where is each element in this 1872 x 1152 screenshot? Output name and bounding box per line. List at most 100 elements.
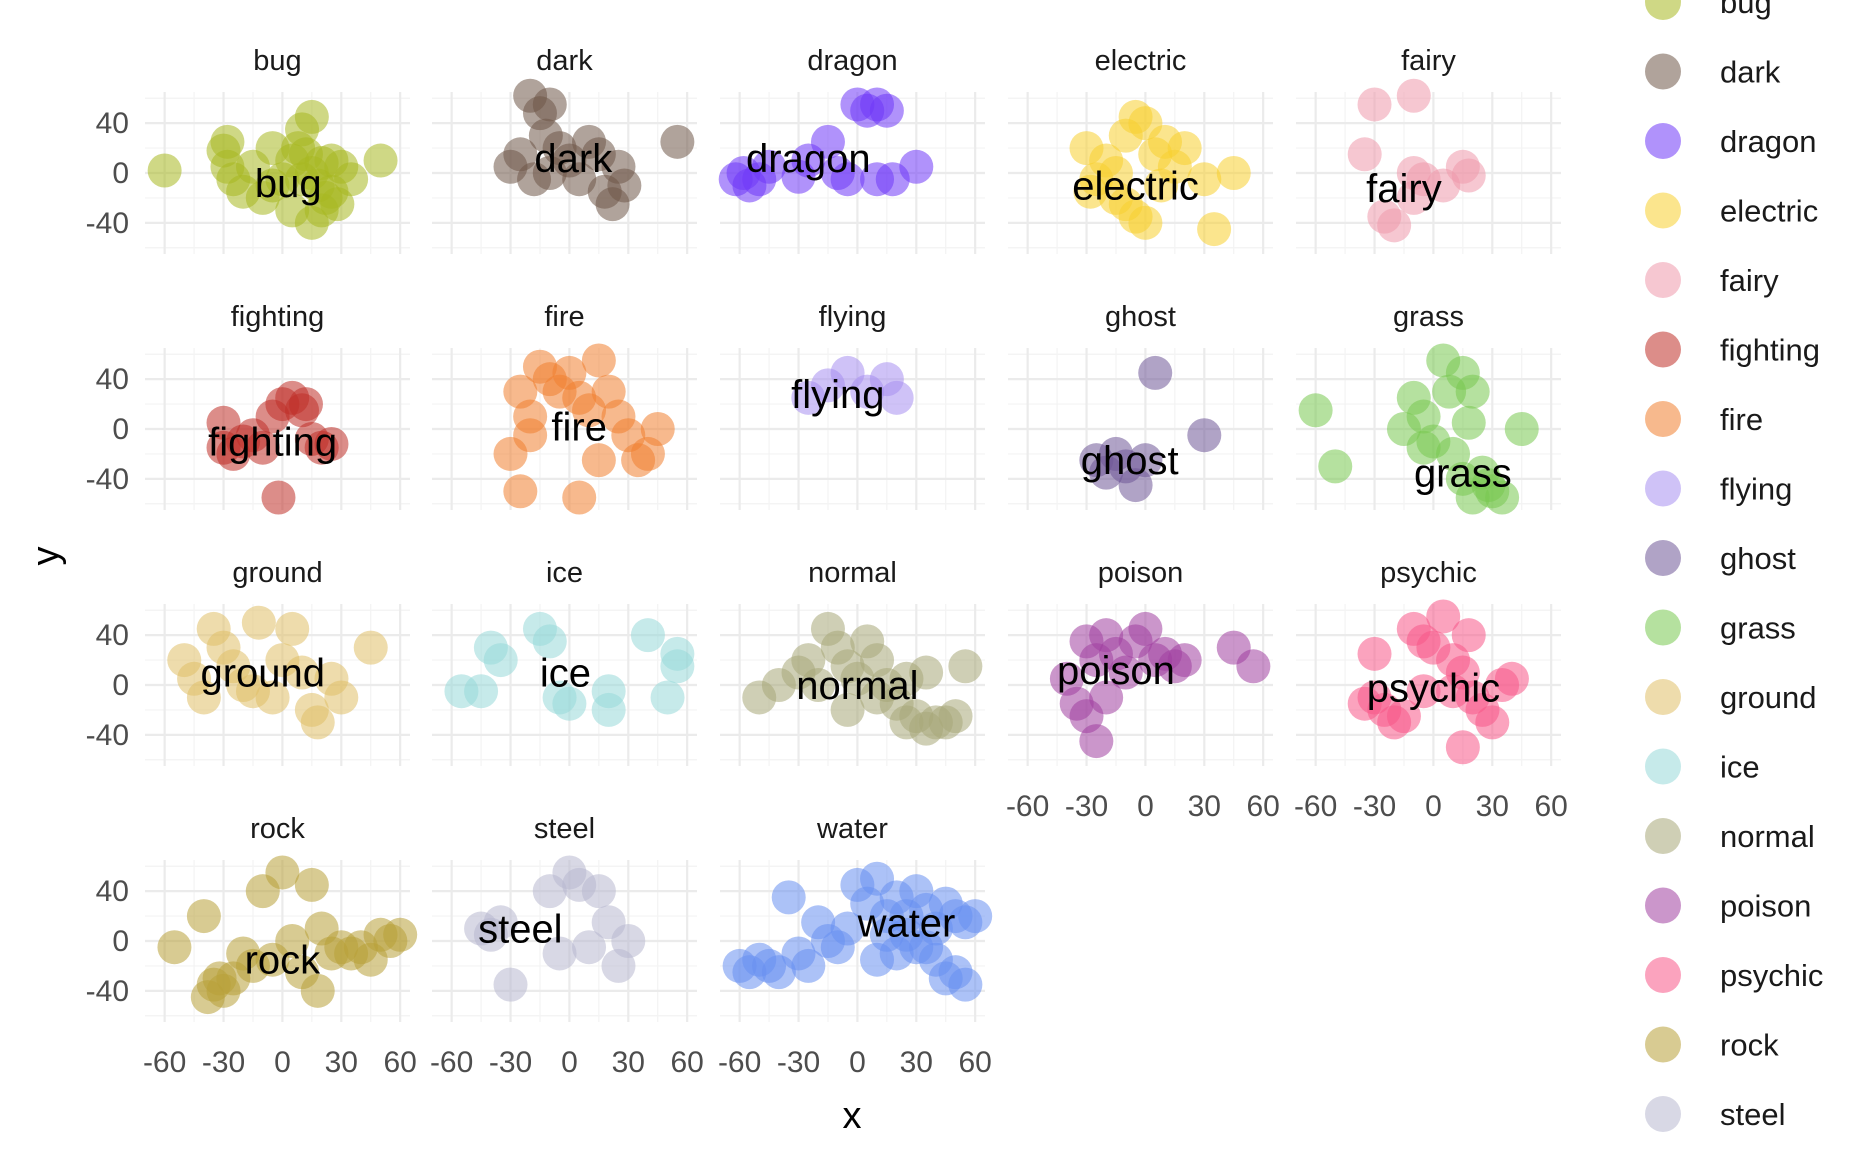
panel-rock: rock -40 0 40 rock bbox=[86, 813, 418, 1022]
group-label: bug bbox=[255, 162, 322, 206]
data-point bbox=[1456, 375, 1490, 409]
panel-fighting: fighting -40 0 40 fighting bbox=[86, 301, 410, 515]
panel-fire: fire fire bbox=[432, 301, 697, 515]
y-tick-label: 40 bbox=[96, 619, 129, 652]
legend-label: rock bbox=[1720, 1028, 1779, 1063]
legend-label: ground bbox=[1720, 680, 1817, 715]
legend-item-psychic: psychic bbox=[1645, 957, 1823, 993]
legend-label: dark bbox=[1720, 55, 1781, 90]
group-label: steel bbox=[478, 908, 563, 952]
legend-item-steel: steel bbox=[1645, 1096, 1785, 1132]
x-tick-label: 30 bbox=[1188, 790, 1221, 823]
x-tick-label: 60 bbox=[1246, 790, 1279, 823]
group-label: fairy bbox=[1366, 167, 1442, 211]
panel-ground: ground-40040ground bbox=[86, 557, 410, 766]
legend-key bbox=[1645, 262, 1681, 298]
legend-item-ground: ground bbox=[1645, 679, 1817, 715]
panel-title: fighting bbox=[231, 301, 325, 333]
data-point bbox=[1452, 406, 1486, 440]
x-tick-label: 0 bbox=[274, 1046, 291, 1079]
legend-key bbox=[1645, 957, 1681, 993]
y-tick-label: -40 bbox=[86, 207, 129, 240]
legend: bugdarkdragonelectricfairyfightingfirefl… bbox=[1645, 0, 1823, 1132]
x-tick-label: 60 bbox=[1534, 790, 1567, 823]
group-label: ice bbox=[540, 652, 591, 696]
panel-dark: darkdark bbox=[432, 45, 697, 254]
data-point bbox=[1318, 449, 1352, 483]
panel-water: water water bbox=[720, 813, 992, 1022]
group-label: water bbox=[857, 901, 956, 945]
panel-steel: steel steel bbox=[432, 813, 697, 1022]
legend-item-dark: dark bbox=[1645, 54, 1781, 90]
x-tick-label: -60 bbox=[143, 1046, 186, 1079]
data-point bbox=[464, 674, 498, 708]
data-point bbox=[1197, 212, 1231, 246]
panel-title: steel bbox=[534, 813, 595, 845]
x-tick-label: 60 bbox=[958, 1046, 991, 1079]
panel-title: water bbox=[816, 813, 888, 845]
panel-title: electric bbox=[1095, 45, 1187, 77]
data-point bbox=[958, 899, 992, 933]
panel-title: flying bbox=[819, 301, 887, 333]
data-point bbox=[660, 125, 694, 159]
legend-item-rock: rock bbox=[1645, 1027, 1779, 1063]
panel-flying: flying flying bbox=[720, 301, 985, 510]
legend-label: ice bbox=[1720, 750, 1760, 785]
group-label: ghost bbox=[1081, 439, 1179, 483]
data-point bbox=[1217, 156, 1251, 190]
y-tick-label: 0 bbox=[112, 669, 129, 702]
data-point bbox=[772, 880, 806, 914]
panel-title: ice bbox=[546, 557, 583, 589]
data-point bbox=[1358, 87, 1392, 121]
data-point bbox=[1505, 412, 1539, 446]
data-point bbox=[503, 474, 537, 508]
legend-item-grass: grass bbox=[1645, 610, 1796, 646]
data-point bbox=[592, 693, 626, 727]
data-point bbox=[582, 343, 616, 377]
group-label: electric bbox=[1072, 164, 1199, 208]
legend-key bbox=[1645, 749, 1681, 785]
legend-label: dragon bbox=[1720, 124, 1817, 159]
x-tick-label: -30 bbox=[1065, 790, 1108, 823]
data-point bbox=[1452, 618, 1486, 652]
data-point bbox=[948, 968, 982, 1002]
legend-label: electric bbox=[1720, 194, 1818, 229]
data-point bbox=[242, 606, 276, 640]
legend-label: normal bbox=[1720, 819, 1815, 854]
legend-label: fighting bbox=[1720, 333, 1820, 368]
x-tick-label: 0 bbox=[1137, 790, 1154, 823]
legend-item-fire: fire bbox=[1645, 401, 1763, 437]
y-tick-label: 40 bbox=[96, 875, 129, 908]
x-tick-label: -60 bbox=[1294, 790, 1337, 823]
legend-label: bug bbox=[1720, 0, 1772, 20]
y-tick-label: 0 bbox=[112, 413, 129, 446]
x-tick-label: 60 bbox=[383, 1046, 416, 1079]
x-tick-label: 30 bbox=[1476, 790, 1509, 823]
data-point bbox=[939, 699, 973, 733]
group-label: fire bbox=[551, 406, 607, 450]
legend-item-dragon: dragon bbox=[1645, 123, 1817, 159]
data-point bbox=[484, 643, 518, 677]
y-tick-label: 40 bbox=[96, 363, 129, 396]
x-tick-label: -60 bbox=[718, 1046, 761, 1079]
x-tick-label: -60 bbox=[1006, 790, 1049, 823]
panel-psychic: psychic psychic bbox=[1296, 557, 1561, 766]
panel-normal: normalnormal bbox=[720, 557, 985, 766]
legend-key bbox=[1645, 888, 1681, 924]
legend-key bbox=[1645, 0, 1681, 20]
group-label: dark bbox=[534, 137, 613, 181]
group-label: poison bbox=[1057, 649, 1175, 693]
x-tick-label: -30 bbox=[777, 1046, 820, 1079]
legend-key bbox=[1645, 1096, 1681, 1132]
y-tick-label: 0 bbox=[112, 157, 129, 190]
panel-fairy: fairyfairy bbox=[1296, 45, 1561, 254]
panel-title: fire bbox=[544, 301, 584, 333]
x-tick-label: -30 bbox=[202, 1046, 245, 1079]
data-point bbox=[1299, 393, 1333, 427]
data-point bbox=[641, 412, 675, 446]
data-point bbox=[582, 874, 616, 908]
legend-key bbox=[1645, 332, 1681, 368]
data-point bbox=[1079, 724, 1113, 758]
x-tick-label: 0 bbox=[1425, 790, 1442, 823]
